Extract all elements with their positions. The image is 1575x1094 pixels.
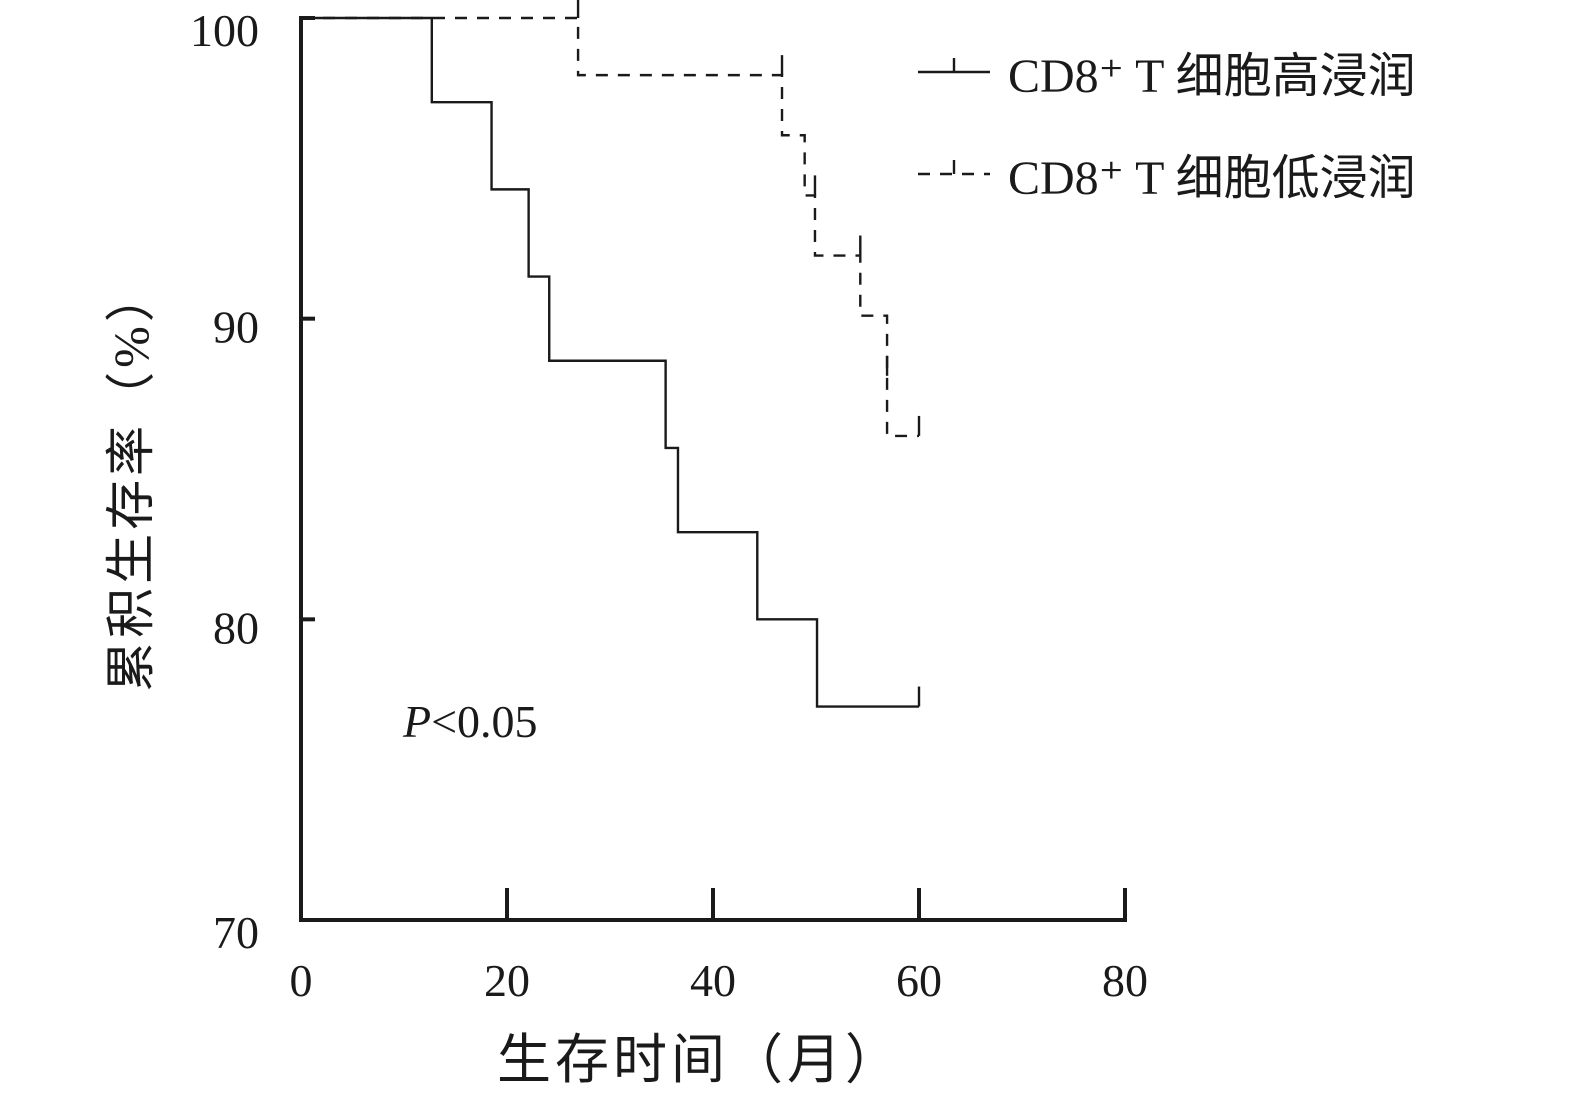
series-low xyxy=(301,0,921,438)
series-high xyxy=(301,16,921,708)
axes xyxy=(299,16,1127,922)
p-value-italic: P xyxy=(402,696,431,747)
x-axis-title: 生存时间（月） xyxy=(497,1030,903,1090)
legend-item-low: CD8⁺ T 细胞低浸润 xyxy=(918,152,1416,205)
y-axis-title: 累积生存率（%） xyxy=(103,268,159,692)
legend-label-low: CD8⁺ T 细胞低浸润 xyxy=(1008,152,1416,205)
legend-label-high: CD8⁺ T 细胞高浸润 xyxy=(1008,50,1416,103)
legend: CD8⁺ T 细胞高浸润 CD8⁺ T 细胞低浸润 xyxy=(918,50,1416,205)
x-tick-label-20: 20 xyxy=(484,955,530,1006)
y-tick-label-70: 70 xyxy=(213,907,259,958)
y-axis-ticks: 70 80 90 100 xyxy=(190,5,315,958)
y-tick-label-100: 100 xyxy=(190,5,259,56)
series-layer xyxy=(301,0,921,708)
x-tick-label-40: 40 xyxy=(690,955,736,1006)
legend-item-high: CD8⁺ T 细胞高浸润 xyxy=(918,50,1416,103)
p-value-annotation: P<0.05 xyxy=(402,696,538,747)
x-axis-ticks: 0 20 40 60 80 xyxy=(290,888,1148,1006)
x-tick-label-0: 0 xyxy=(290,955,313,1006)
y-tick-label-80: 80 xyxy=(213,602,259,653)
p-value-text: <0.05 xyxy=(431,696,537,747)
x-tick-label-60: 60 xyxy=(896,955,942,1006)
survival-curve-high xyxy=(301,16,919,708)
y-tick-label-90: 90 xyxy=(213,302,259,353)
x-tick-label-80: 80 xyxy=(1102,955,1148,1006)
survival-curve-low xyxy=(301,16,919,438)
